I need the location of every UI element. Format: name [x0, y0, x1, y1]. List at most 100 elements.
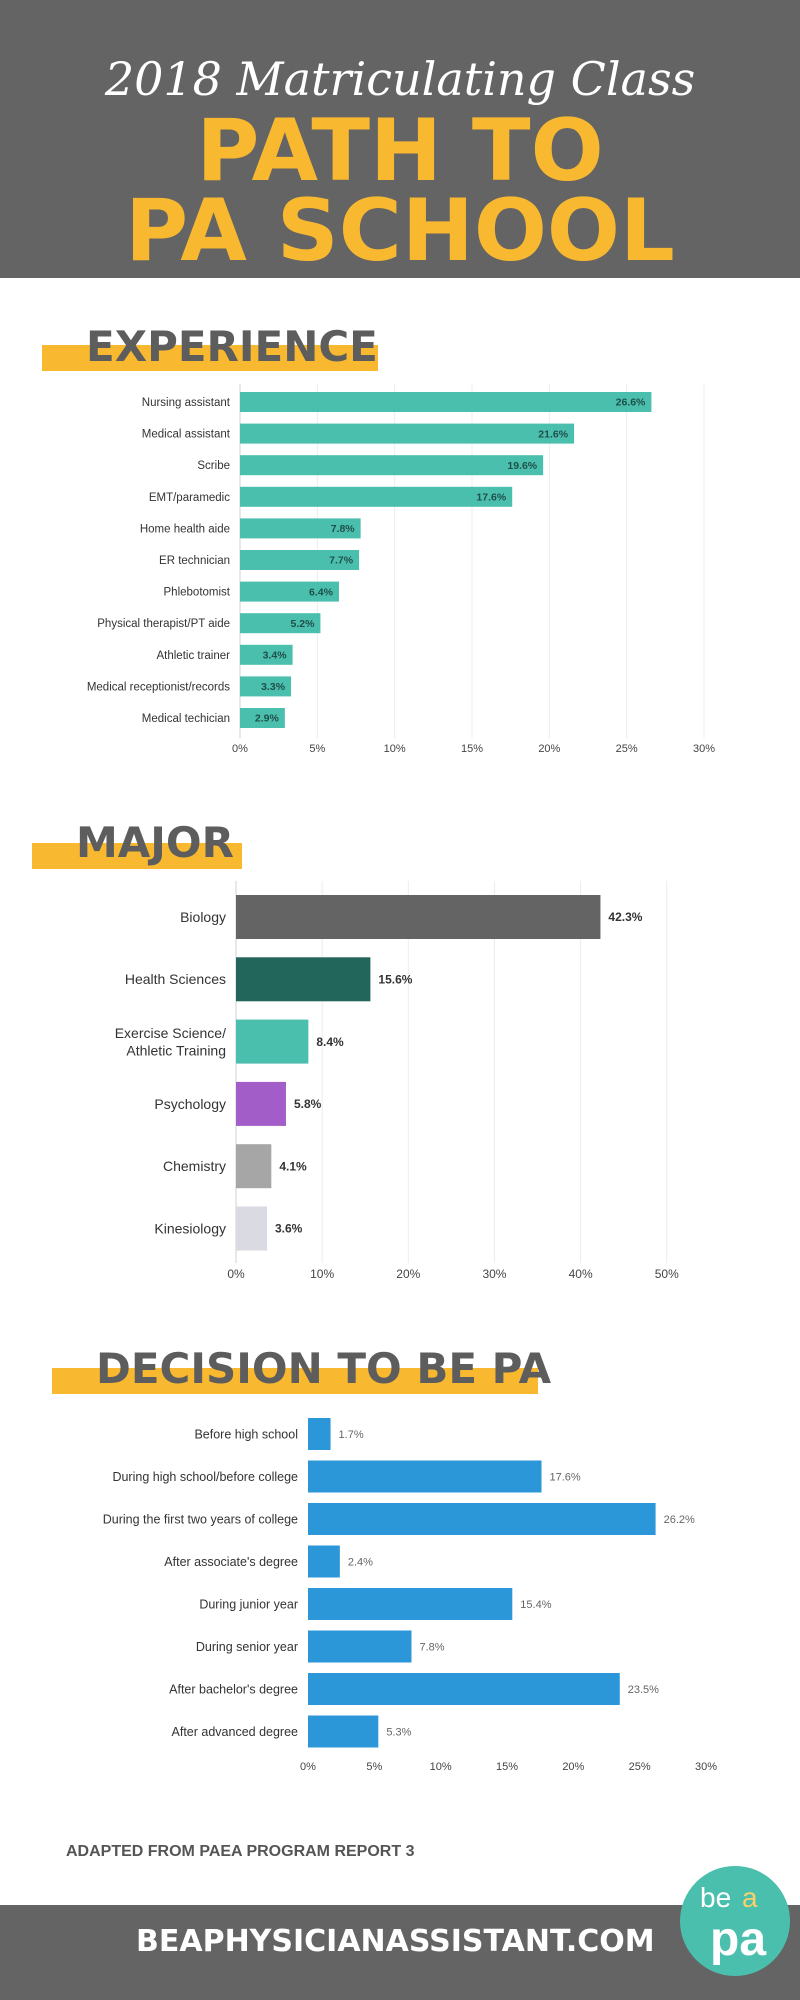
- footer-url: BEAPHYSICIANASSISTANT.COM: [136, 1924, 655, 1959]
- experience-chart: Nursing assistant 26.6% Medical assistant 2…: [87, 384, 715, 755]
- header-subtitle: 2018 Matriculating Class: [104, 52, 696, 106]
- category-label: Health Sciences: [125, 971, 226, 987]
- bar: [308, 1545, 340, 1578]
- tick-label: 30%: [693, 743, 715, 755]
- tick-label: 30%: [695, 1761, 717, 1773]
- bar: [308, 1460, 542, 1493]
- category-label: Before high school: [194, 1427, 298, 1441]
- category-label: ER technician: [159, 555, 230, 567]
- data-label: 26.2%: [664, 1514, 695, 1526]
- data-label: 3.6%: [275, 1222, 303, 1236]
- bar: [236, 957, 371, 1002]
- data-label: 6.4%: [309, 586, 334, 598]
- category-label: Psychology: [154, 1096, 226, 1112]
- category-label: EMT/paramedic: [149, 492, 230, 504]
- category-label: During high school/before college: [112, 1470, 298, 1484]
- bar: [236, 1206, 268, 1251]
- category-label: Chemistry: [163, 1158, 226, 1174]
- tick-label: 10%: [310, 1267, 334, 1281]
- bar: [240, 423, 575, 444]
- tick-label: 0%: [227, 1267, 245, 1281]
- bar: [240, 613, 321, 634]
- header-title-line1: PATH TO: [196, 101, 604, 201]
- tick-label: 0%: [232, 743, 248, 755]
- tick-label: 15%: [461, 743, 483, 755]
- tick-label: 20%: [396, 1267, 420, 1281]
- category-label: Phlebotomist: [164, 587, 231, 599]
- category-label: Medical techician: [142, 713, 230, 725]
- bar: [236, 1144, 272, 1189]
- tick-label: 0%: [300, 1761, 316, 1773]
- data-label: 5.2%: [290, 618, 315, 630]
- data-label: 17.6%: [476, 491, 506, 503]
- tick-label: 15%: [496, 1761, 518, 1773]
- source-note: ADAPTED FROM PAEA PROGRAM REPORT 3: [66, 1843, 415, 1860]
- category-label: Kinesiology: [154, 1220, 226, 1236]
- bar: [308, 1673, 620, 1705]
- category-label: During junior year: [199, 1597, 298, 1611]
- data-label: 7.7%: [329, 555, 354, 567]
- data-label: 17.6%: [549, 1471, 580, 1483]
- bar: [240, 455, 544, 476]
- category-label: Nursing assistant: [142, 397, 231, 409]
- bar: [308, 1418, 331, 1450]
- bar: [236, 1081, 286, 1126]
- category-label: Biology: [180, 909, 226, 925]
- category-label: After bachelor's degree: [169, 1682, 298, 1696]
- bar: [308, 1630, 412, 1663]
- bar: [240, 676, 292, 697]
- bar: [240, 518, 361, 539]
- data-label: 3.3%: [261, 681, 286, 693]
- data-label: 4.1%: [279, 1159, 307, 1173]
- category-label: During senior year: [196, 1640, 298, 1654]
- decision-chart: Before high school 1.7% During high school…: [103, 1418, 717, 1773]
- tick-label: 40%: [569, 1267, 593, 1281]
- data-label: 5.8%: [294, 1097, 322, 1111]
- data-label: 5.3%: [386, 1726, 411, 1738]
- major-chart: Biology 42.3% Health Sciences 15.6% Exercise…: [115, 881, 679, 1281]
- bar: [240, 486, 513, 507]
- tick-label: 10%: [384, 743, 406, 755]
- experience-highlight: [42, 345, 378, 371]
- category-label: After advanced degree: [172, 1725, 299, 1739]
- data-label: 23.5%: [628, 1684, 659, 1696]
- data-label: 19.6%: [507, 460, 537, 472]
- tick-label: 50%: [655, 1267, 679, 1281]
- experience-title: EXPERIENCE: [86, 322, 378, 371]
- bar: [240, 644, 293, 665]
- header-banner: [0, 0, 800, 278]
- decision-title: DECISION TO BE PA: [96, 1344, 552, 1393]
- major-title: MAJOR: [76, 818, 234, 867]
- category-label: Scribe: [197, 460, 230, 472]
- bar: [236, 895, 601, 939]
- bar: [240, 581, 339, 602]
- data-label: 42.3%: [608, 910, 642, 924]
- tick-label: 10%: [430, 1761, 452, 1773]
- major-highlight: [32, 843, 242, 869]
- data-label: 8.4%: [316, 1035, 344, 1049]
- category-label: After associate's degree: [164, 1555, 298, 1569]
- bar: [236, 1019, 309, 1064]
- category-label: Medical assistant: [142, 429, 231, 441]
- bar: [240, 708, 285, 728]
- category-label: Home health aide: [140, 523, 230, 535]
- tick-label: 20%: [538, 743, 560, 755]
- footer-banner: [0, 1905, 800, 2000]
- data-label: 2.9%: [255, 713, 280, 725]
- data-label: 15.4%: [520, 1599, 551, 1611]
- bar: [240, 392, 652, 412]
- tick-label: 5%: [366, 1761, 382, 1773]
- category-label: Physical therapist/PT aide: [97, 618, 230, 630]
- data-label: 7.8%: [419, 1641, 444, 1653]
- data-label: 21.6%: [538, 428, 568, 440]
- category-label: During the first two years of college: [103, 1512, 298, 1526]
- data-label: 15.6%: [378, 973, 412, 987]
- tick-label: 20%: [562, 1761, 584, 1773]
- tick-label: 5%: [309, 743, 325, 755]
- data-label: 1.7%: [339, 1429, 364, 1441]
- bea-pa-logo: be a pa: [680, 1866, 790, 1976]
- header-title-line2: PA SCHOOL: [125, 181, 675, 281]
- tick-label: 30%: [482, 1267, 506, 1281]
- tick-label: 25%: [616, 743, 638, 755]
- tick-label: 25%: [629, 1761, 651, 1773]
